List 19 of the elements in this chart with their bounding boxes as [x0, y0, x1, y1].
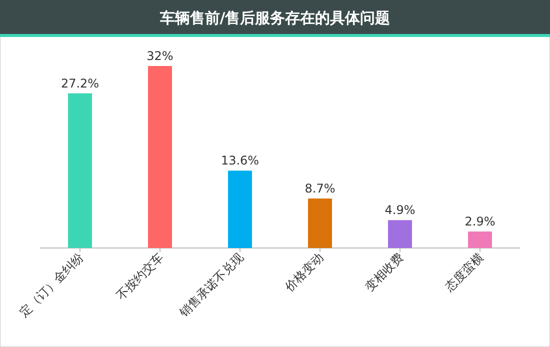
x-tick-label: 变相收费 — [362, 250, 406, 294]
bar — [148, 66, 172, 248]
data-label: 27.2% — [60, 76, 100, 90]
bar — [388, 220, 412, 248]
x-tick-label: 价格变动 — [282, 250, 326, 295]
chart-title: 车辆售前/售后服务存在的具体问题 — [158, 9, 390, 27]
x-tick-label: 不按约交车 — [114, 250, 166, 303]
data-label: 2.9% — [464, 214, 496, 229]
bar — [308, 198, 332, 248]
data-label: 4.9% — [384, 203, 416, 218]
data-label: 8.7% — [304, 182, 336, 196]
data-label: 32% — [146, 49, 174, 63]
bar — [468, 232, 492, 248]
bar — [68, 93, 92, 248]
x-tick-label: 定（订）金纠纷 — [16, 250, 86, 320]
x-tick-label: 销售承诺不兑现 — [176, 250, 246, 320]
x-tick-label: 态度蛮横 — [442, 250, 486, 295]
bar — [228, 170, 252, 248]
data-label: 13.6% — [220, 154, 260, 168]
